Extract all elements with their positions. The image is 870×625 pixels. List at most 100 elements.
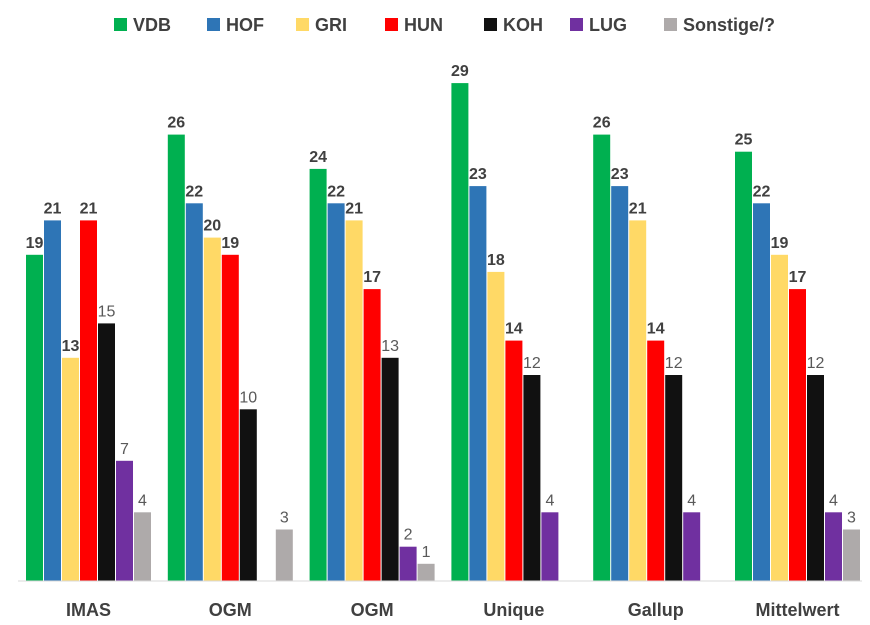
bar-gri-1 (203, 237, 221, 581)
bar-vdb-2 (309, 168, 327, 581)
value-label-lug-0: 7 (120, 441, 129, 458)
value-label-hun-5: 17 (789, 269, 807, 286)
bar-koh-2 (381, 357, 399, 581)
bar-koh-5 (807, 375, 824, 581)
legend-label-hun: HUN (404, 15, 443, 35)
bar-vdb-4 (593, 134, 611, 581)
value-label-hof-2: 22 (327, 183, 345, 200)
legend-label-lug: LUG (589, 15, 627, 35)
value-label-vdb-2: 24 (309, 149, 327, 166)
value-label-koh-5: 12 (807, 355, 825, 372)
legend-swatch-hun (385, 18, 398, 31)
value-label-sonstige-1: 3 (280, 510, 289, 527)
value-label-hun-3: 14 (505, 321, 523, 338)
value-label-gri-0: 13 (62, 338, 80, 355)
category-label-2: OGM (351, 600, 394, 620)
bar-hun-1 (221, 254, 239, 582)
legend-swatch-koh (484, 18, 497, 31)
value-label-vdb-1: 26 (167, 115, 185, 132)
bar-gri-2 (345, 220, 363, 581)
legend-label-vdb: VDB (133, 15, 171, 35)
bar-hof-1 (185, 203, 203, 582)
value-label-vdb-5: 25 (735, 132, 753, 149)
bar-gri-3 (487, 271, 505, 581)
bar-koh-4 (665, 375, 683, 581)
value-label-hun-1: 19 (221, 235, 239, 252)
value-label-sonstige-2: 1 (422, 544, 431, 561)
value-label-vdb-4: 26 (593, 115, 611, 132)
bar-vdb-3 (451, 83, 469, 581)
value-label-lug-2: 2 (404, 527, 413, 544)
value-label-hof-3: 23 (469, 166, 487, 183)
bar-hun-5 (789, 289, 806, 581)
bar-hun-3 (505, 340, 523, 581)
bar-sonstige-1 (275, 529, 293, 581)
legend-swatch-vdb (114, 18, 127, 31)
legend: VDB HOF GRI HUN KOH LUG Sonstige/? (114, 15, 775, 35)
bar-hun-4 (647, 340, 665, 581)
bar-hof-3 (469, 186, 487, 581)
bar-lug-3 (541, 512, 559, 581)
bar-lug-0 (116, 460, 133, 581)
bar-sonstige-2 (417, 563, 435, 581)
category-label-0: IMAS (66, 600, 111, 620)
value-label-lug-3: 4 (545, 492, 554, 509)
category-label-5: Mittelwert (755, 600, 839, 620)
bar-vdb-0 (26, 254, 43, 582)
legend-label-gri: GRI (315, 15, 347, 35)
legend-swatch-lug (570, 18, 583, 31)
bar-sonstige-0 (134, 512, 151, 581)
legend-swatch-hof (207, 18, 220, 31)
value-label-lug-4: 4 (687, 492, 696, 509)
bar-hof-0 (44, 220, 61, 581)
bar-hun-0 (80, 220, 97, 581)
bar-sonstige-5 (843, 529, 860, 581)
category-label-3: Unique (483, 600, 544, 620)
value-label-hof-0: 21 (44, 200, 62, 217)
legend-label-koh: KOH (503, 15, 543, 35)
value-label-lug-5: 4 (829, 492, 838, 509)
bar-hof-5 (753, 203, 770, 582)
bar-gri-4 (629, 220, 647, 581)
value-label-gri-1: 20 (203, 218, 221, 235)
value-label-koh-1: 10 (239, 389, 257, 406)
value-label-gri-4: 21 (629, 200, 647, 217)
category-labels: IMAS OGM OGM Unique Gallup Mittelwert (66, 600, 840, 620)
bar-koh-0 (98, 323, 115, 581)
bar-lug-2 (399, 546, 417, 581)
value-label-hof-4: 23 (611, 166, 629, 183)
value-label-gri-5: 19 (771, 235, 789, 252)
value-label-hun-4: 14 (647, 321, 665, 338)
bar-gri-0 (62, 357, 79, 581)
bar-koh-1 (239, 409, 257, 581)
bar-hof-4 (611, 186, 629, 581)
value-label-gri-2: 21 (345, 200, 363, 217)
legend-label-hof: HOF (226, 15, 264, 35)
value-label-vdb-3: 29 (451, 63, 469, 80)
legend-swatch-gri (296, 18, 309, 31)
value-label-vdb-0: 19 (26, 235, 44, 252)
bar-lug-5 (825, 512, 842, 581)
legend-label-sonstige: Sonstige/? (683, 15, 775, 35)
value-label-hun-2: 17 (363, 269, 381, 286)
value-label-hof-5: 22 (753, 183, 771, 200)
legend-swatch-sonstige (664, 18, 677, 31)
value-label-hun-0: 21 (80, 200, 98, 217)
bar-hun-2 (363, 289, 381, 581)
category-label-1: OGM (209, 600, 252, 620)
bar-hof-2 (327, 203, 345, 582)
category-label-4: Gallup (628, 600, 684, 620)
value-labels: 1921132115742622201910324222117132129231… (26, 63, 856, 561)
value-label-sonstige-0: 4 (138, 492, 147, 509)
value-label-koh-3: 12 (523, 355, 541, 372)
bar-vdb-1 (167, 134, 185, 581)
value-label-koh-0: 15 (98, 303, 116, 320)
bar-koh-3 (523, 375, 541, 581)
value-label-koh-2: 13 (381, 338, 399, 355)
value-label-koh-4: 12 (665, 355, 683, 372)
bars (26, 83, 860, 582)
bar-vdb-5 (735, 151, 752, 581)
value-label-hof-1: 22 (185, 183, 203, 200)
